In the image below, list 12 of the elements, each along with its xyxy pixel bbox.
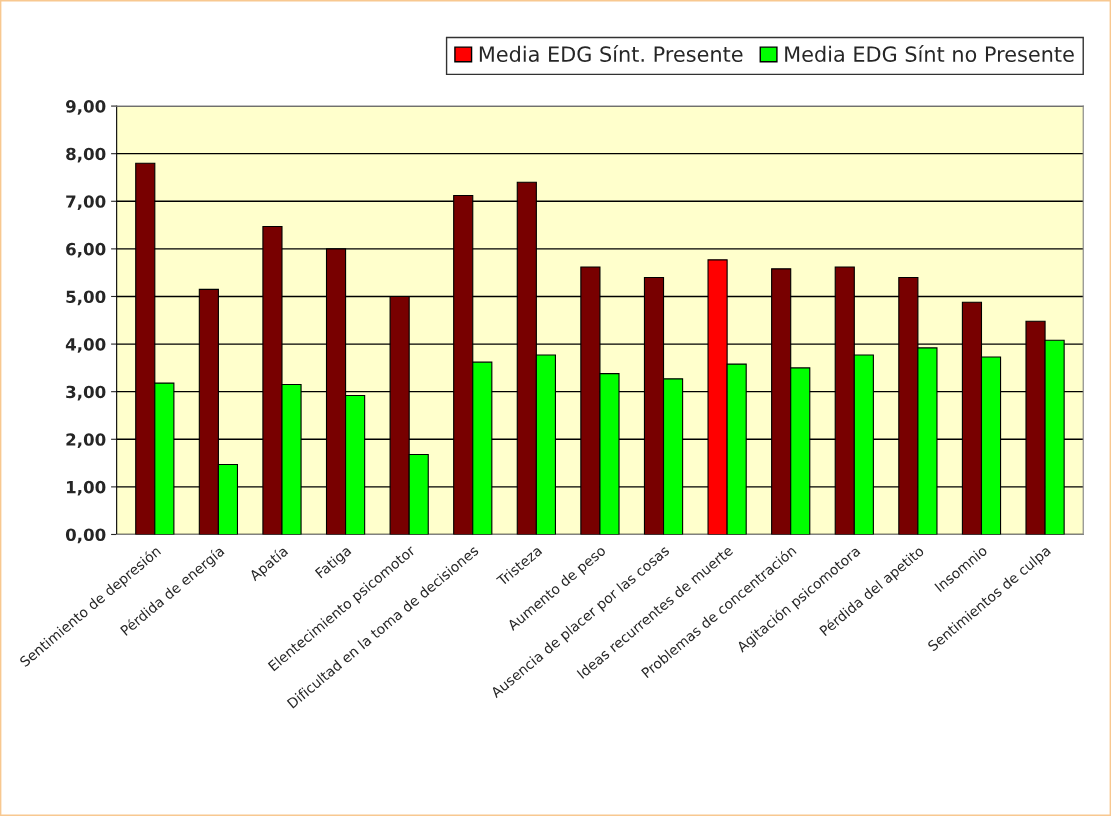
y-tick-label: 8,00 [66,147,106,163]
y-tick-label: 2,00 [66,433,106,448]
y-tick-label: 5,00 [66,290,106,306]
y-tick-label: 7,00 [66,195,106,210]
y-tick-label: 3,00 [66,385,106,401]
y-tick-label: 1,00 [67,480,106,496]
legend-label: Media EDG Sínt. Presente [479,45,743,62]
legend-label: Media EDG Sínt no Presente [785,45,1074,62]
y-tick-label: 6,00 [66,242,106,258]
y-tick-label: 4,00 [65,338,106,353]
y-tick-label: 9,00 [65,100,106,115]
y-tick-label: 0,00 [65,528,106,544]
